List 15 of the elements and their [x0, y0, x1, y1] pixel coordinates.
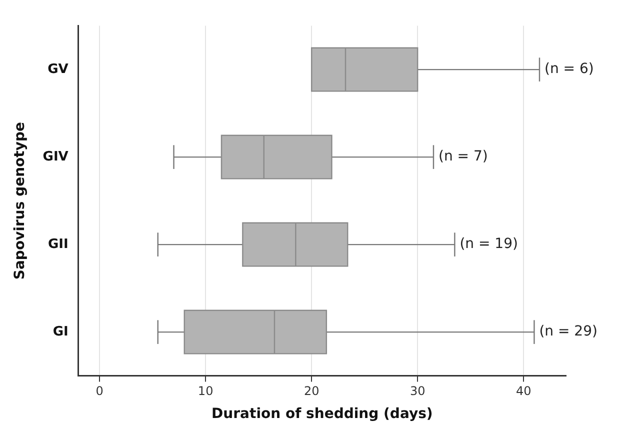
y-tick-label: GII [48, 236, 68, 252]
y-axis-title: Sapovirus genotype [12, 122, 28, 280]
annotation: (n = 19) [460, 236, 518, 252]
annotation: (n = 6) [544, 61, 594, 78]
x-tick-label: 30 [410, 384, 426, 398]
y-tick-label: GV [48, 62, 68, 77]
x-tick-label: 0 [96, 384, 104, 398]
x-tick-label: 20 [304, 384, 320, 398]
x-axis-title: Duration of shedding (days) [212, 406, 433, 422]
y-tick-label: GIV [42, 149, 68, 164]
annotation: (n = 29) [539, 324, 598, 340]
y-tick-label: GI [52, 324, 68, 340]
x-tick-label: 10 [198, 384, 214, 398]
annotation: (n = 7) [438, 148, 488, 165]
x-tick-label: 40 [516, 384, 532, 398]
